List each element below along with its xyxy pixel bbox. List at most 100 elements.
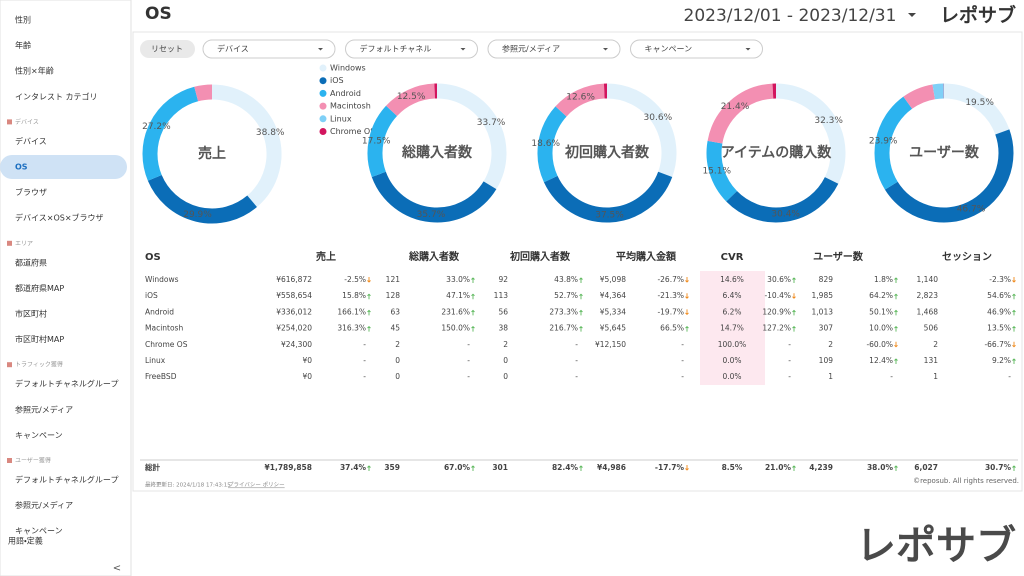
date-range[interactable]: 2023/12/01 - 2023/12/31 bbox=[684, 6, 897, 26]
change-value: 120.9% bbox=[762, 307, 791, 316]
sidebar-section: トラフィック獲得 bbox=[15, 361, 63, 369]
legend-label: Chrome OS bbox=[330, 127, 375, 136]
metric-value: ¥616,872 bbox=[276, 275, 312, 284]
sidebar-item[interactable]: インタレスト カテゴリ bbox=[15, 91, 98, 101]
metric-value: ¥254,020 bbox=[276, 324, 312, 333]
metric-value: 56 bbox=[498, 307, 508, 316]
arrow-down bbox=[685, 309, 689, 316]
change-value: 54.6% bbox=[987, 291, 1011, 300]
filter-dropdown[interactable] bbox=[487, 39, 621, 59]
arrow-down bbox=[894, 341, 898, 348]
arrow-down bbox=[685, 293, 689, 299]
metric-value: 2 bbox=[503, 340, 508, 349]
change-value: 216.7% bbox=[549, 324, 578, 333]
sidebar-item[interactable]: 市区町村 bbox=[15, 309, 47, 319]
row-label: iOS bbox=[145, 291, 158, 300]
metric-value: 128 bbox=[386, 291, 401, 300]
filter-label[interactable]: デバイス bbox=[217, 44, 249, 54]
legend-swatch bbox=[319, 89, 327, 97]
filter-dropdown[interactable] bbox=[345, 39, 478, 59]
table-header: 売上 bbox=[316, 250, 336, 263]
privacy-link[interactable]: プライバシー ポリシー bbox=[228, 482, 285, 489]
change-value: - bbox=[363, 340, 366, 349]
arrow-up bbox=[471, 277, 475, 283]
change-value: - bbox=[681, 340, 684, 349]
collapse-button[interactable]: < bbox=[113, 563, 121, 574]
sidebar-item[interactable]: 市区町村MAP bbox=[15, 334, 64, 344]
donut-segment bbox=[707, 83, 774, 144]
sidebar-item[interactable]: 性別×年齢 bbox=[15, 66, 54, 76]
arrow-down bbox=[1012, 341, 1016, 348]
change-value: -17.7% bbox=[655, 463, 685, 472]
sidebar-item[interactable]: 都道府県MAP bbox=[15, 283, 64, 293]
date-caret[interactable] bbox=[908, 13, 916, 17]
change-value: 15.8% bbox=[342, 291, 366, 300]
change-value: 273.3% bbox=[549, 307, 578, 316]
change-value: 33.0% bbox=[446, 275, 470, 284]
arrow-down bbox=[367, 277, 371, 283]
table-header: 初回購入者数 bbox=[509, 250, 571, 263]
metric-value: 4,239 bbox=[809, 463, 833, 472]
arrow-up bbox=[579, 465, 583, 471]
donut-title: 売上 bbox=[198, 145, 226, 162]
arrow-up bbox=[894, 277, 898, 283]
donut-segment bbox=[884, 129, 1014, 223]
row-label: Chrome OS bbox=[145, 340, 188, 349]
arrow-up bbox=[894, 309, 898, 316]
metric-value: 359 bbox=[384, 463, 400, 472]
filter-label[interactable]: デフォルトチャネル bbox=[360, 44, 432, 54]
change-value: - bbox=[575, 356, 578, 365]
sidebar-item[interactable]: ブラウザ bbox=[15, 187, 47, 197]
sidebar-item[interactable]: キャンペーン bbox=[15, 527, 63, 536]
row-label: Windows bbox=[145, 275, 179, 284]
donut-value-label: 29.9% bbox=[183, 210, 212, 220]
metric-value: 0 bbox=[395, 372, 400, 381]
reset-label[interactable]: リセット bbox=[151, 45, 183, 54]
metric-value: ¥558,654 bbox=[276, 291, 312, 300]
reset-button[interactable] bbox=[140, 40, 195, 58]
donut-value-label: 35.7% bbox=[417, 210, 446, 220]
metric-value: 2,823 bbox=[917, 291, 939, 300]
sidebar-item[interactable]: OS bbox=[15, 163, 28, 172]
filter-label[interactable]: 参照元/メディア bbox=[502, 44, 560, 54]
change-value: 38.0% bbox=[867, 463, 894, 472]
filter-dropdown[interactable] bbox=[202, 39, 336, 59]
donut-segment bbox=[194, 84, 213, 102]
donut-segment bbox=[142, 86, 199, 181]
sidebar-item[interactable]: デバイス×OS×ブラウザ bbox=[15, 213, 104, 223]
legend-swatch bbox=[319, 102, 327, 110]
donut-segment bbox=[932, 83, 944, 100]
donut-segment bbox=[386, 83, 436, 117]
cvr-column-bg bbox=[700, 271, 765, 385]
filter-dropdown[interactable] bbox=[630, 39, 763, 59]
sidebar-item[interactable]: 都道府県 bbox=[15, 257, 47, 267]
metric-value: 1,140 bbox=[917, 275, 939, 284]
metric-value: 6,027 bbox=[914, 463, 938, 472]
change-value: 1.8% bbox=[874, 275, 893, 284]
change-value: - bbox=[681, 372, 684, 381]
change-value: - bbox=[363, 372, 366, 381]
table-header: セッション bbox=[942, 251, 992, 263]
sidebar-item[interactable]: デフォルトチャネルグループ bbox=[15, 475, 118, 485]
sidebar-item[interactable]: キャンペーン bbox=[15, 431, 63, 440]
metric-value: 63 bbox=[390, 307, 400, 316]
change-value: 30.6% bbox=[767, 275, 791, 284]
filter-label[interactable]: キャンペーン bbox=[645, 45, 693, 54]
sidebar-item[interactable]: 用語・定義 bbox=[8, 536, 43, 546]
sidebar-item[interactable]: 参照元/メディア bbox=[15, 500, 73, 510]
sidebar-item[interactable]: デバイス bbox=[15, 136, 47, 146]
change-value: - bbox=[788, 340, 791, 349]
arrow-up bbox=[685, 325, 689, 332]
updated-time: 最終更新日: 2024/1/18 17:43:15 bbox=[145, 481, 231, 489]
sidebar-item[interactable]: デフォルトチャネルグループ bbox=[15, 379, 118, 389]
row-label: Linux bbox=[145, 356, 166, 365]
cvr-value: 100.0% bbox=[718, 340, 747, 349]
legend-label: Windows bbox=[330, 64, 366, 73]
sidebar-item[interactable]: 性別 bbox=[15, 15, 31, 25]
change-value: -60.0% bbox=[866, 340, 893, 349]
sidebar-item[interactable]: 年齢 bbox=[15, 40, 31, 50]
sidebar-item[interactable]: 参照元/メディア bbox=[15, 404, 73, 414]
donut-title: アイテムの購入数 bbox=[721, 144, 833, 161]
arrow-up bbox=[367, 293, 371, 300]
